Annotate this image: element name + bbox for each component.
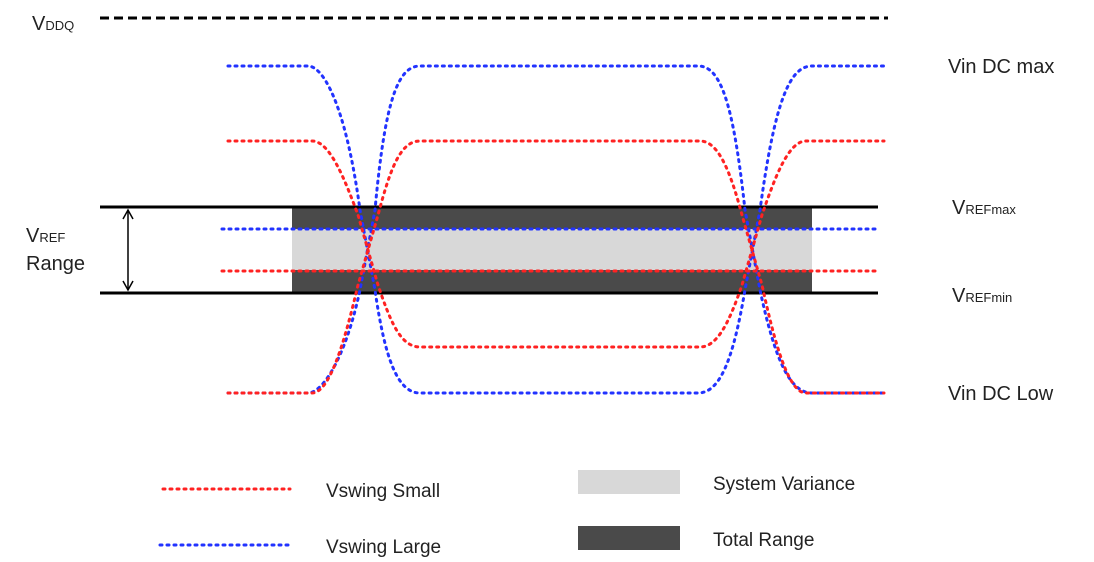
vswing-large-waveform bbox=[222, 66, 884, 393]
legend-total-range-label: Total Range bbox=[713, 530, 814, 551]
legend-total-range-swatch bbox=[578, 526, 680, 550]
legend-small-label: Vswing Small bbox=[326, 481, 440, 502]
vddq-label: VDDQ bbox=[32, 13, 74, 35]
vref-max-label: VREFmax bbox=[952, 197, 1016, 219]
legend-system-variance-label: System Variance bbox=[713, 474, 855, 495]
legend-system-variance-swatch bbox=[578, 470, 680, 494]
vin-dc-low-label: Vin DC Low bbox=[948, 383, 1054, 405]
vref-range-label-line2: Range bbox=[26, 253, 85, 275]
vin-dc-max-label: Vin DC max bbox=[948, 56, 1054, 78]
legend-large-label: Vswing Large bbox=[326, 537, 441, 558]
vref-min-label: VREFmin bbox=[952, 285, 1012, 307]
vref-range-label: VREF bbox=[26, 225, 65, 247]
vref-range-arrow bbox=[123, 210, 133, 290]
legend: Vswing Small Vswing Large System Varianc… bbox=[160, 470, 855, 558]
